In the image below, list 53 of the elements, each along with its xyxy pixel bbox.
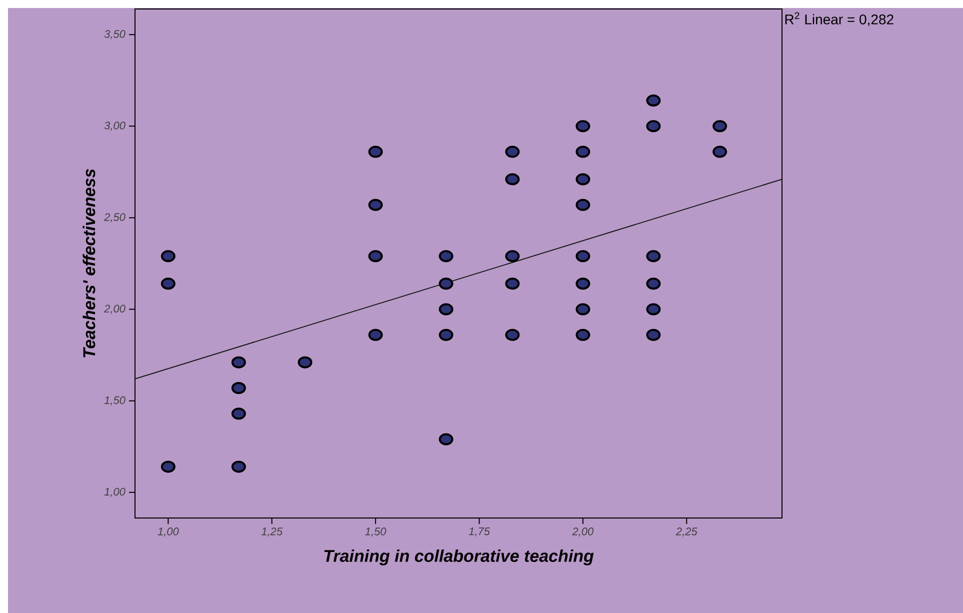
point (505, 328, 520, 341)
point (368, 328, 383, 341)
x-axis-title: Training in collaborative teaching (324, 549, 594, 566)
x-tick-label: 1,50 (365, 528, 386, 537)
point (160, 460, 176, 473)
point (712, 146, 728, 158)
point (646, 303, 661, 316)
point (231, 460, 246, 473)
point (505, 146, 520, 158)
point (646, 328, 661, 341)
y-tick-label: 2,00 (104, 304, 126, 314)
point (231, 382, 246, 394)
point (576, 250, 590, 262)
point (646, 250, 661, 262)
point (298, 356, 312, 368)
x-tick-label: 1,75 (468, 528, 490, 537)
y-tick-label: 3,50 (104, 30, 126, 40)
point (368, 146, 383, 158)
point (712, 120, 728, 132)
point (576, 120, 590, 132)
point (646, 120, 661, 132)
y-tick-label: 1,50 (104, 396, 126, 406)
point (646, 94, 661, 107)
point (368, 250, 383, 262)
point (505, 278, 520, 290)
text: R$^{2}$ Linear = 0,282 (785, 12, 894, 26)
point (438, 278, 454, 290)
point (505, 173, 520, 186)
point (576, 328, 590, 341)
point (576, 198, 590, 211)
point (576, 278, 590, 290)
y-axis-title: Teachers' effectiveness (82, 168, 96, 358)
y-tick-label: 2,50 (104, 213, 126, 222)
point (438, 328, 454, 341)
point (576, 303, 590, 316)
x-tick-label: 2,00 (572, 528, 594, 537)
x-tick-label: 1,25 (261, 528, 283, 537)
x-tick-label: 2,25 (676, 528, 698, 537)
point (438, 303, 454, 316)
point (368, 198, 383, 211)
point (160, 278, 176, 290)
point (576, 173, 590, 186)
point (505, 250, 520, 262)
point (576, 146, 590, 158)
x-tick-label: 1,00 (158, 528, 179, 537)
point (160, 250, 176, 262)
y-tick-label: 3,00 (104, 122, 126, 131)
point (646, 278, 661, 290)
point (438, 433, 454, 446)
point (231, 408, 246, 420)
point (231, 356, 246, 368)
point (438, 250, 454, 262)
y-tick-label: 1,00 (104, 488, 126, 497)
